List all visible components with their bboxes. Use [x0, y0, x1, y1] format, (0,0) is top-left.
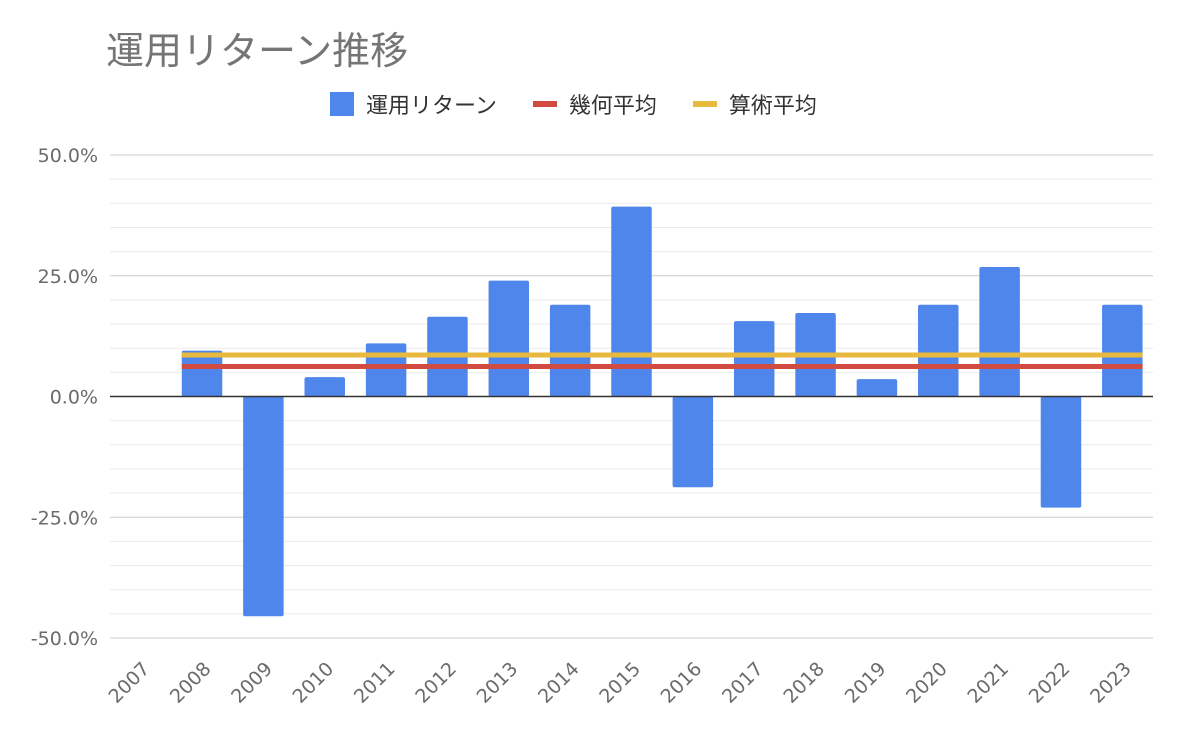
bar-2011 — [365, 343, 407, 397]
y-tick-label: 25.0% — [38, 266, 98, 288]
bar-2015 — [611, 206, 652, 397]
x-tick-label: 2017 — [718, 658, 768, 708]
legend-swatch-returns — [330, 92, 354, 116]
bar-2021 — [979, 267, 1020, 397]
x-tick-label: 2007 — [104, 658, 154, 708]
chart-title: 運用リターン推移 — [106, 29, 409, 73]
bar-2010 — [304, 377, 345, 397]
bar-2020 — [918, 304, 959, 397]
legend-swatch-geometric-mean — [532, 101, 557, 107]
x-tick-label: 2008 — [166, 658, 216, 708]
x-tick-label: 2010 — [289, 658, 339, 708]
y-tick-label: 0.0% — [50, 387, 98, 409]
x-tick-label: 2011 — [350, 658, 400, 708]
bar-2022 — [1040, 396, 1082, 508]
x-tick-label: 2014 — [534, 658, 584, 708]
legend-label-arithmetic-mean: 算術平均 — [728, 94, 817, 119]
legend-item-geometric-mean[interactable]: 幾何平均 — [532, 88, 657, 120]
x-tick-label: 2009 — [227, 658, 277, 708]
legend: 運用リターン 幾何平均 算術平均 — [330, 88, 853, 120]
x-tick-label: 2020 — [902, 658, 952, 708]
x-tick-label: 2012 — [411, 658, 461, 708]
y-tick-label: 50.0% — [38, 145, 98, 167]
legend-item-returns[interactable]: 運用リターン — [330, 88, 497, 120]
bar-2019 — [856, 379, 898, 397]
bar-2023 — [1102, 304, 1143, 397]
x-tick-label: 2021 — [963, 658, 1013, 708]
legend-item-arithmetic-mean[interactable]: 算術平均 — [692, 88, 817, 120]
legend-swatch-arithmetic-mean — [692, 101, 717, 107]
bar-2013 — [488, 280, 530, 397]
x-tick-label: 2022 — [1025, 658, 1075, 708]
legend-label-geometric-mean: 幾何平均 — [568, 94, 657, 119]
bar-2008 — [181, 350, 223, 397]
x-tick-label: 2019 — [841, 658, 891, 708]
x-tick-label: 2015 — [595, 658, 645, 708]
x-tick-label: 2023 — [1086, 658, 1136, 708]
x-tick-label: 2018 — [779, 658, 829, 708]
bar-2016 — [672, 396, 714, 488]
y-tick-label: -50.0% — [31, 628, 98, 650]
bar-2017 — [733, 321, 775, 397]
bar-2009 — [243, 396, 284, 617]
legend-label-returns: 運用リターン — [366, 94, 497, 119]
y-tick-label: -25.0% — [31, 507, 98, 529]
x-tick-label: 2016 — [657, 658, 707, 708]
bar-2014 — [549, 304, 591, 397]
x-tick-label: 2013 — [473, 658, 523, 708]
